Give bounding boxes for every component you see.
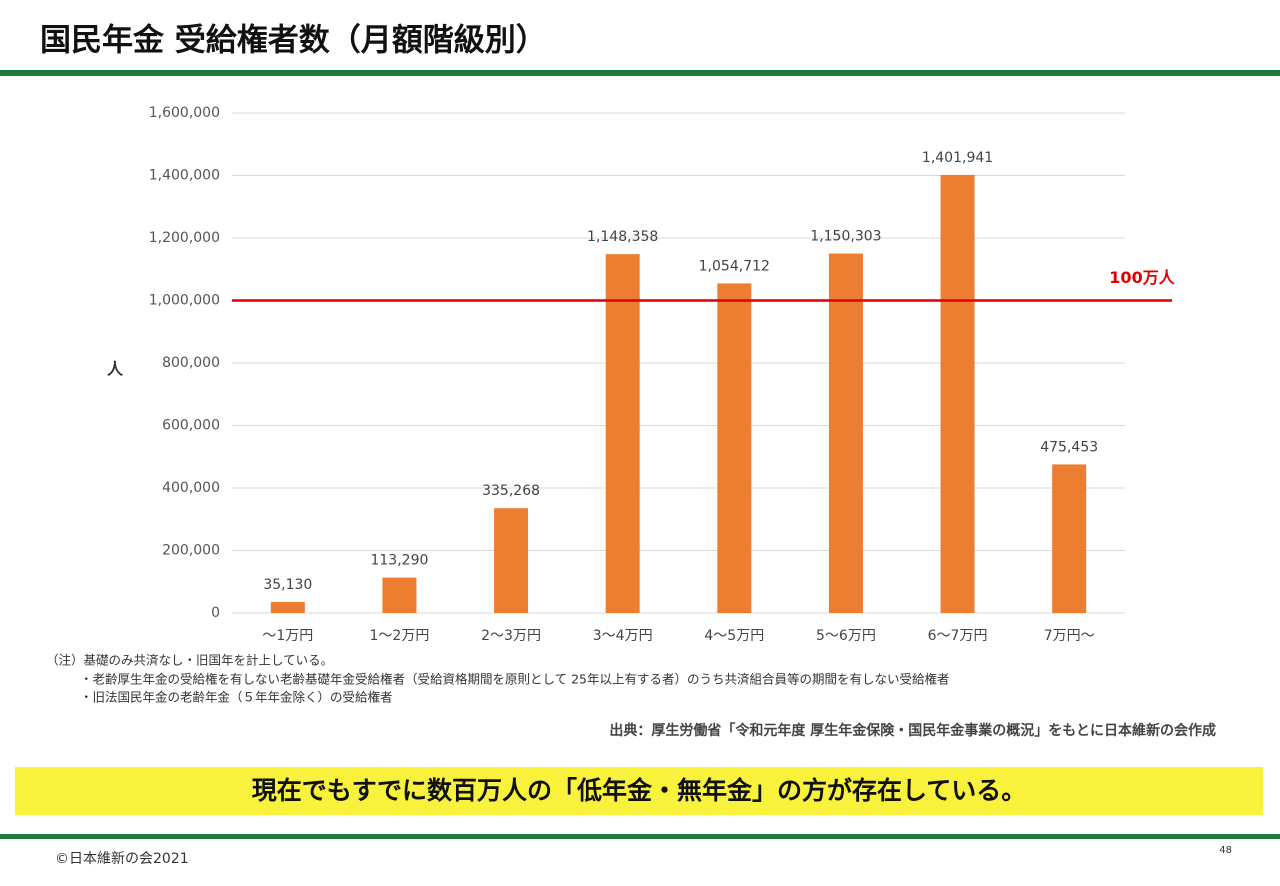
note: （注）基礎のみ共済なし・旧国年を計上している。 — [46, 653, 333, 668]
y-tick-label: 1,200,000 — [149, 230, 220, 246]
note: ・老齢厚生年金の受給権を有しない老齢基礎年金受給権者（受給資格期間を原則として … — [80, 672, 950, 687]
page-number: 48 — [1219, 845, 1232, 856]
y-tick-label: 600,000 — [162, 418, 220, 434]
header-rule — [0, 70, 1280, 76]
value-label: 335,268 — [482, 483, 540, 499]
y-tick-label: 800,000 — [162, 355, 220, 371]
bar — [1052, 464, 1087, 613]
banner-text: 現在でもすでに数百万人の「低年金・無年金」の方が存在している。 — [252, 776, 1027, 805]
y-tick-label: 1,000,000 — [149, 293, 220, 309]
bar — [605, 254, 640, 613]
y-tick-label: 1,600,000 — [149, 105, 220, 121]
y-tick-label: 200,000 — [162, 543, 220, 559]
bar — [382, 577, 417, 613]
value-label: 35,130 — [263, 577, 312, 593]
y-axis-label: 人 — [107, 360, 124, 379]
x-tick-label: ～1万円 — [262, 628, 313, 644]
footer-rule — [0, 834, 1280, 839]
value-label: 475,453 — [1040, 439, 1098, 455]
y-tick-label: 0 — [211, 605, 220, 621]
banner-box — [15, 767, 1263, 815]
value-label: 1,054,712 — [699, 258, 770, 274]
bar — [940, 174, 975, 613]
value-label: 1,150,303 — [810, 229, 881, 245]
y-tick-label: 1,400,000 — [149, 168, 220, 184]
value-label: 1,401,941 — [922, 150, 993, 166]
y-tick-label: 400,000 — [162, 480, 220, 496]
value-label: 113,290 — [370, 553, 428, 569]
chart: 人 0 200,000 400,000 600,000 800,000 1,000,000 1… — [107, 105, 1176, 644]
bar — [828, 253, 863, 613]
reference-label: 100万人 — [1109, 268, 1175, 287]
bar — [494, 508, 529, 613]
slide-title: 国民年金 受給権者数（月額階級別） — [40, 23, 547, 59]
x-tick-label: 1～2万円 — [370, 628, 430, 644]
x-tick-label: 6～7万円 — [928, 628, 988, 644]
bar — [717, 283, 752, 613]
bar — [270, 602, 305, 613]
value-label: 1,148,358 — [587, 229, 658, 245]
copyright: ©日本維新の会2021 — [55, 851, 189, 867]
source: 出典：厚生労働省「令和元年度 厚生年金保険・国民年金事業の概況」をもとに日本維新… — [609, 722, 1216, 739]
x-tick-label: 5～6万円 — [816, 628, 876, 644]
x-tick-label: 4～5万円 — [704, 628, 764, 644]
x-tick-label: 7万円～ — [1044, 628, 1095, 644]
x-tick-label: 2～3万円 — [481, 628, 541, 644]
x-tick-label: 3～4万円 — [593, 628, 653, 644]
note: ・旧法国民年金の老齢年金（５年年金除く）の受給権者 — [80, 690, 393, 705]
